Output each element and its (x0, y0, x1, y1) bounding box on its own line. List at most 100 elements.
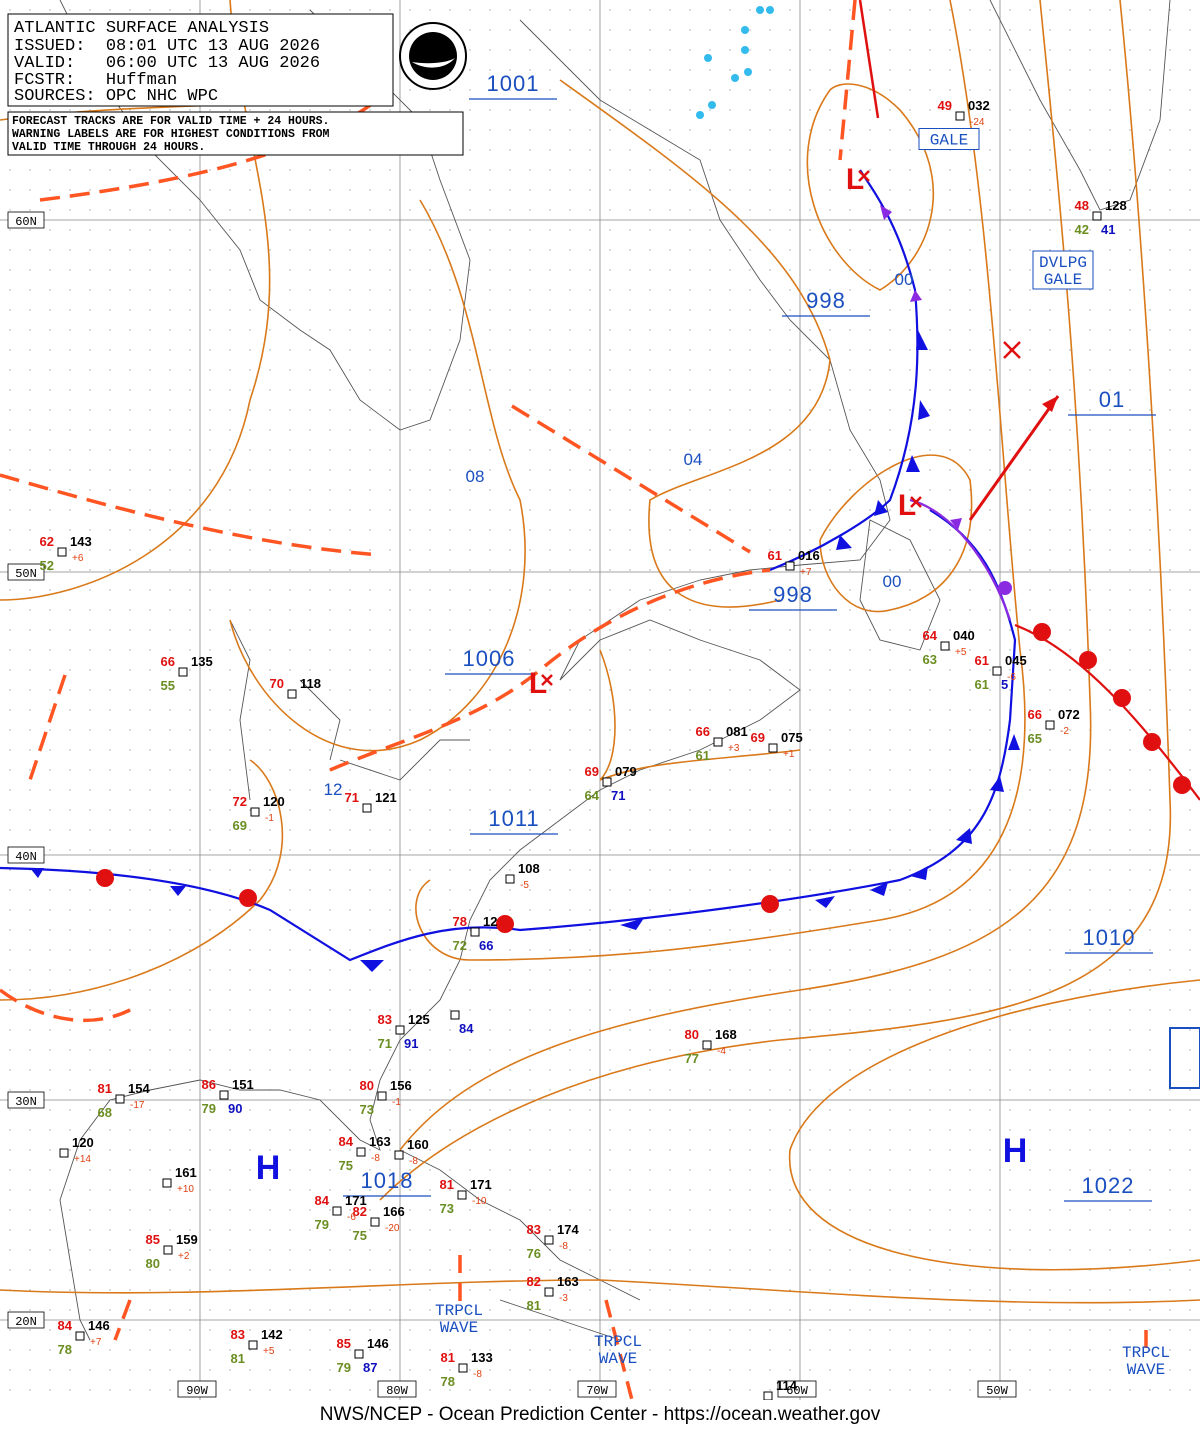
tendency: -4 (717, 1046, 726, 1057)
tendency: -1 (392, 1097, 401, 1108)
temperature: 83 (231, 1327, 245, 1342)
pressure: 120 (72, 1135, 94, 1150)
pressure: 114 (776, 1378, 798, 1393)
pressure-label: 1001 (487, 71, 540, 96)
station-marker (544, 1287, 554, 1297)
temperature: 66 (1028, 707, 1042, 722)
low-x (541, 674, 553, 686)
pressure: 121 (375, 790, 397, 805)
temperature: 80 (360, 1078, 374, 1093)
lat-label: 20N (15, 1315, 37, 1329)
pressure: 143 (70, 534, 92, 549)
station-marker (763, 1391, 773, 1401)
warning-label: TRPCL (1122, 1344, 1170, 1362)
station-marker (219, 1090, 229, 1100)
station-marker (702, 1040, 712, 1050)
temperature: 83 (527, 1222, 541, 1237)
low-x (858, 170, 870, 182)
fronts (0, 0, 1200, 1401)
header-line: VALID: 06:00 UTC 13 AUG 2026 (14, 54, 320, 73)
station-marker (250, 807, 260, 817)
station-marker (394, 1150, 404, 1160)
lat-label: 50N (15, 567, 37, 581)
tendency: +7 (90, 1337, 102, 1348)
station-marker (332, 1206, 342, 1216)
lat-label: 30N (15, 1095, 37, 1109)
temperature: 69 (585, 764, 599, 779)
tendency: +3 (728, 743, 740, 754)
pressure: 146 (367, 1336, 389, 1351)
lon-label: 80W (386, 1384, 408, 1398)
lat-label-box (7, 846, 45, 864)
box-marker (1169, 1027, 1200, 1089)
isobar-label: 00 (895, 270, 914, 289)
temperature: 64 (923, 628, 938, 643)
tendency: +5 (263, 1346, 275, 1357)
dewpoint: 80 (146, 1256, 160, 1271)
lat-label: 60N (15, 215, 37, 229)
pressure: 133 (471, 1350, 493, 1365)
dewpoint: 81 (231, 1351, 245, 1366)
pressure-label: 1006 (463, 646, 516, 671)
pressure: 118 (300, 676, 321, 691)
lat-label-box (7, 1311, 45, 1329)
pressure-label: 998 (773, 582, 813, 607)
note-line: VALID TIME THROUGH 24 HOURS. (12, 141, 205, 154)
lon-label-box (777, 1380, 817, 1398)
header-line: ISSUED: 08:01 UTC 13 AUG 2026 (14, 37, 320, 56)
visibility: 5 (1001, 677, 1008, 692)
dewpoint: 72 (453, 938, 467, 953)
pressure: 168 (715, 1027, 737, 1042)
station-marker (713, 737, 723, 747)
temperature: 48 (1075, 198, 1089, 213)
tendency: -1 (265, 813, 274, 824)
pressure: 146 (88, 1318, 110, 1333)
temperature: 85 (337, 1336, 351, 1351)
temperature: 81 (441, 1350, 455, 1365)
header-box (7, 13, 394, 107)
station-marker (505, 874, 515, 884)
dewpoint: 75 (353, 1228, 367, 1243)
pressure: 154 (128, 1081, 150, 1096)
isobar-label: 04 (684, 450, 703, 469)
dewpoint: 79 (337, 1360, 351, 1375)
dewpoint: 78 (58, 1342, 72, 1357)
station-marker (377, 1091, 387, 1101)
station-marker (362, 803, 372, 813)
temperature: 85 (146, 1232, 160, 1247)
dewpoint: 52 (40, 558, 54, 573)
pressure-label: 1018 (361, 1168, 414, 1193)
pressure: 160 (407, 1137, 429, 1152)
tendency: -17 (130, 1100, 145, 1111)
visibility: 91 (404, 1036, 418, 1051)
tendency: +10 (177, 1184, 194, 1195)
lon-label: 70W (586, 1384, 608, 1398)
tendency: -8 (559, 1241, 568, 1252)
lon-label-box (177, 1380, 217, 1398)
dewpoint: 81 (527, 1298, 541, 1313)
isobar-label: 00 (883, 572, 902, 591)
station-marker (248, 1340, 258, 1350)
station-marker (163, 1245, 173, 1255)
pressure: 108 (518, 861, 540, 876)
visibility: 66 (479, 938, 493, 953)
header-title: ATLANTIC SURFACE ANALYSIS (14, 19, 269, 38)
footer-bar (0, 1400, 1200, 1433)
tendency: -20 (385, 1223, 400, 1234)
tendency: +1 (783, 749, 795, 760)
tendency: -3 (559, 1293, 568, 1304)
temperature: 82 (527, 1274, 541, 1289)
station-marker (162, 1178, 172, 1188)
pressure: 072 (1058, 707, 1080, 722)
tendency: -6 (1007, 672, 1016, 683)
pressure-label: 998 (806, 288, 846, 313)
temperature: 70 (270, 676, 284, 691)
temperature: 84 (315, 1193, 330, 1208)
warning-label: GALE (1044, 271, 1082, 289)
pressure: 045 (1005, 653, 1027, 668)
dewpoint: 76 (527, 1246, 541, 1261)
pressure: 174 (557, 1222, 579, 1237)
note-box (7, 111, 464, 156)
station-marker (955, 111, 965, 121)
dewpoint: 69 (233, 818, 247, 833)
